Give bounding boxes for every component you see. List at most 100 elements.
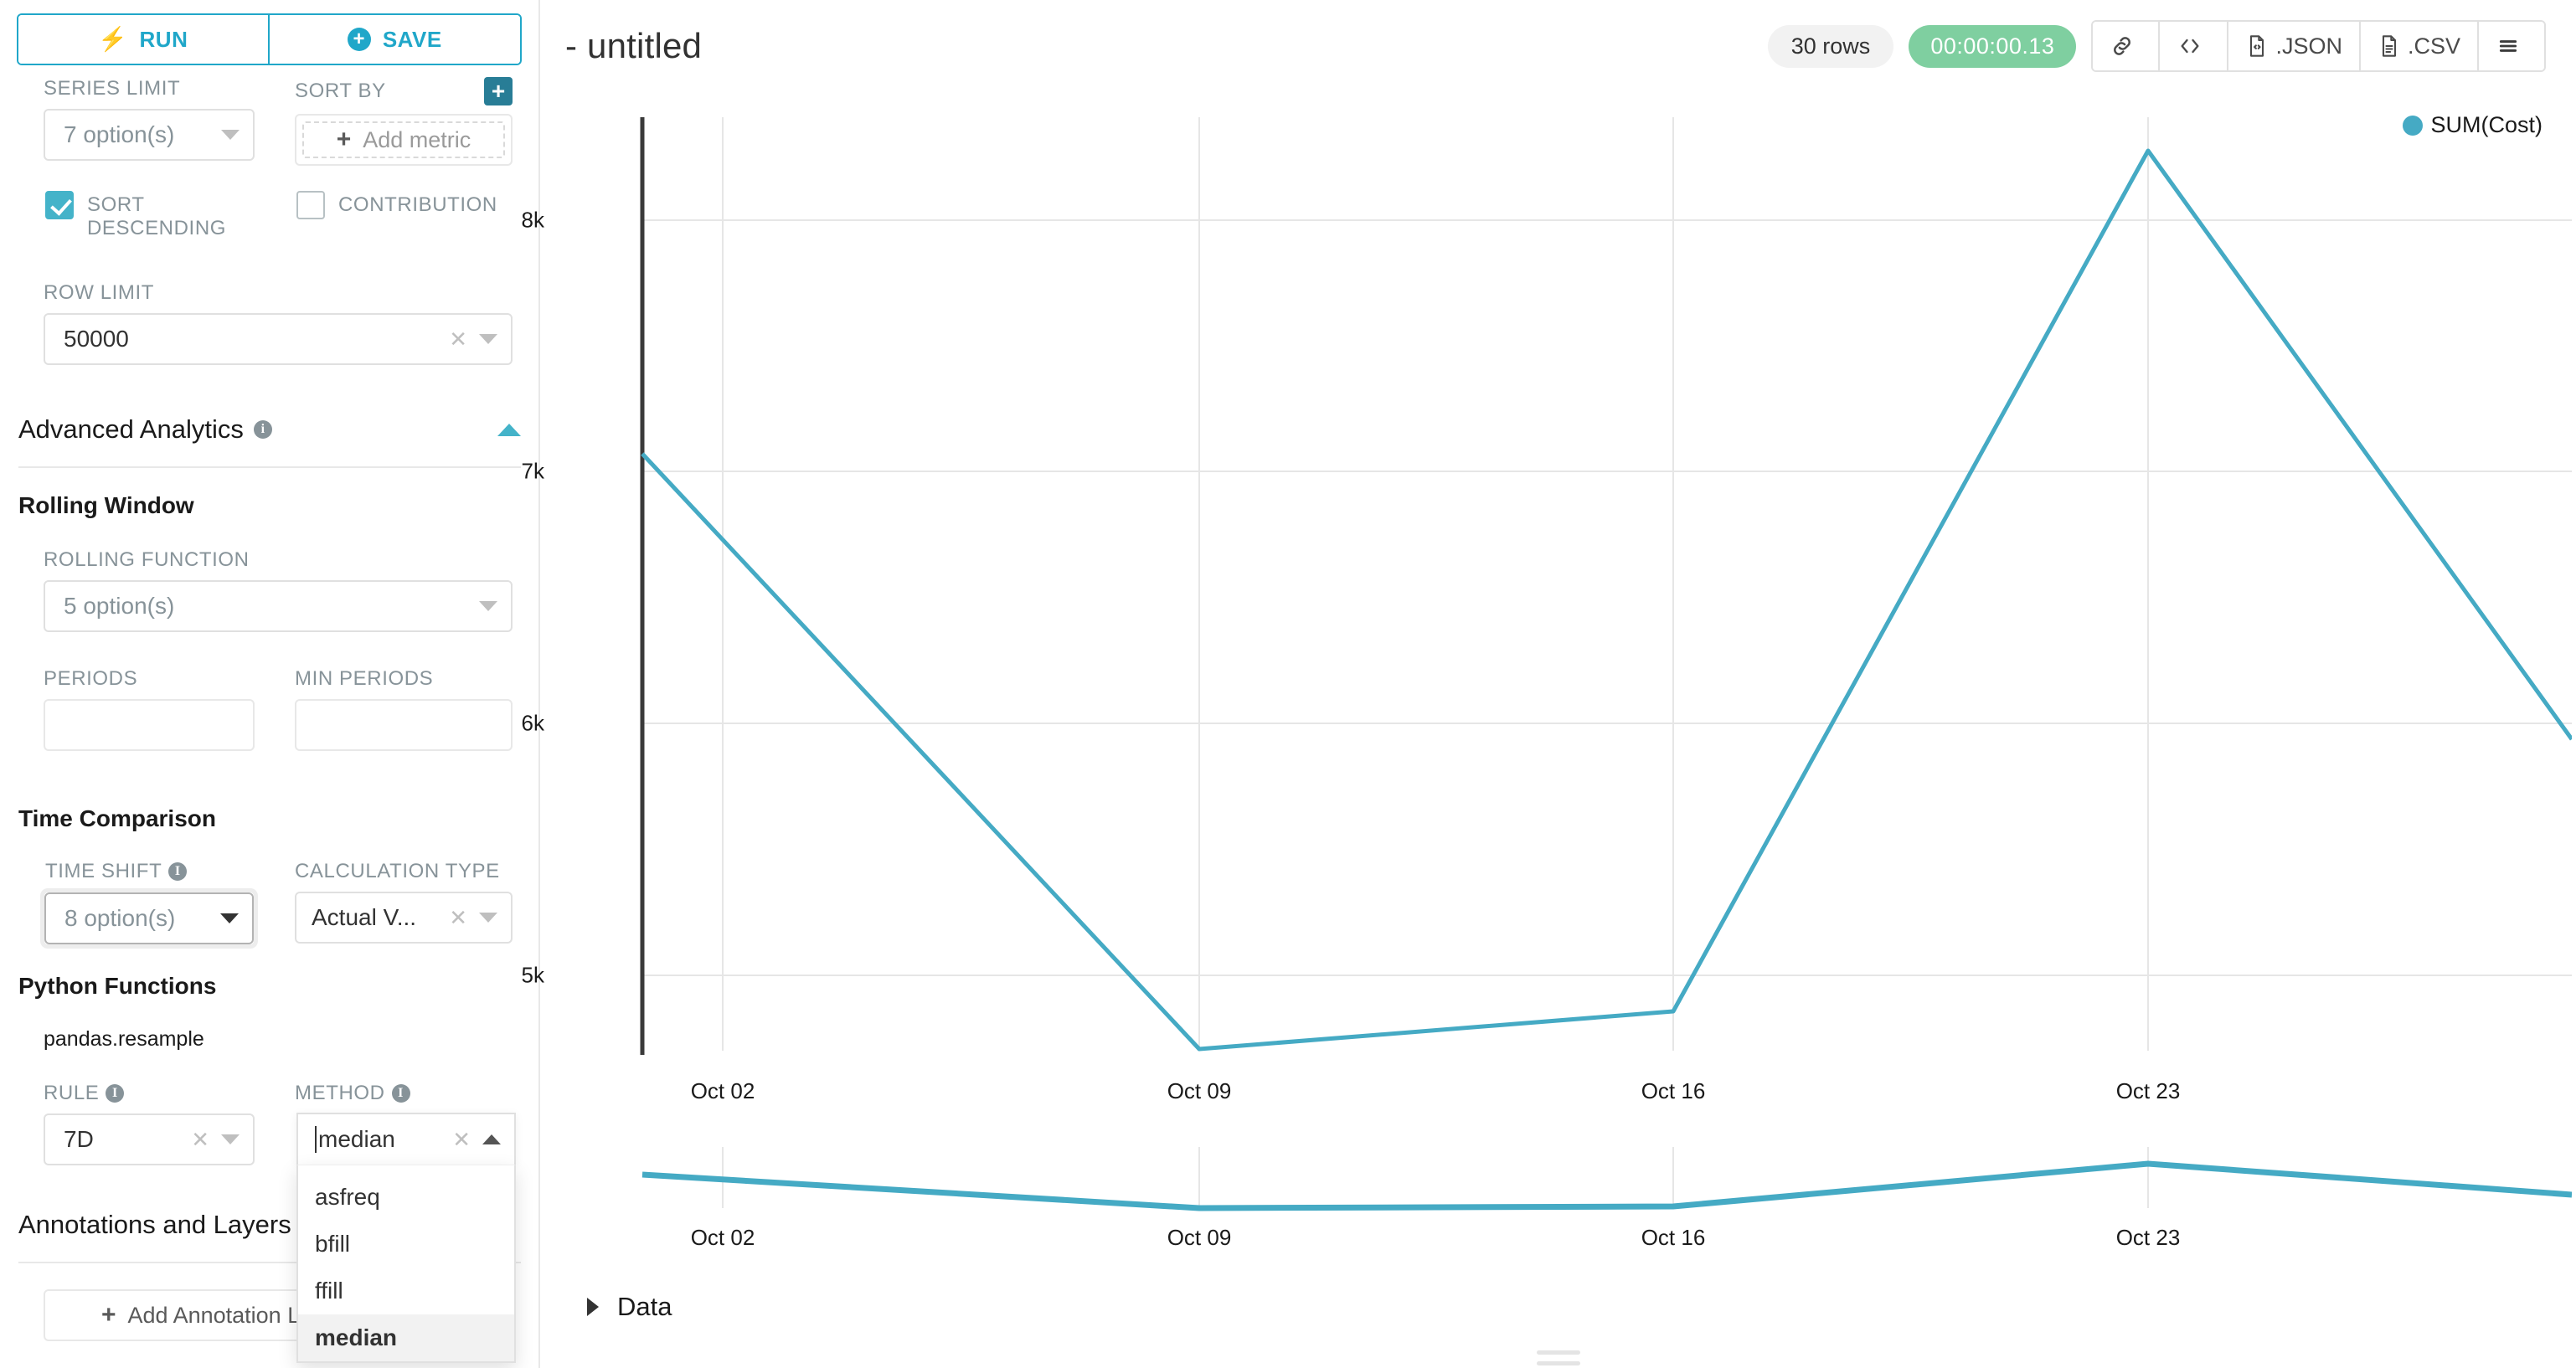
panel-resize-handle[interactable] (1536, 1350, 1580, 1368)
rolling-function-label: ROLLING FUNCTION (44, 548, 250, 571)
sort-descending-checkbox-row[interactable]: SORT DESCENDING (45, 191, 246, 239)
download-csv-button[interactable]: .CSV (2360, 22, 2479, 70)
chart-legend[interactable]: SUM(Cost) (2402, 112, 2543, 138)
series-limit-select[interactable]: 7 option(s) (44, 108, 255, 161)
plus-icon: + (101, 1301, 116, 1329)
rolling-function-select[interactable]: 5 option(s) (44, 579, 513, 632)
contribution-checkbox-row[interactable]: CONTRIBUTION (296, 191, 523, 219)
menu-icon (2499, 40, 2517, 52)
row-limit-actions: ✕ (449, 328, 497, 350)
info-icon[interactable]: i (391, 1083, 410, 1103)
method-option-asfreq[interactable]: asfreq (315, 1184, 380, 1210)
advanced-analytics-section: Advanced Analytics i (18, 414, 521, 468)
clear-icon[interactable]: ✕ (449, 326, 467, 352)
method-option-median[interactable]: median (298, 1314, 514, 1361)
sort-descending-label: SORT DESCENDING (87, 193, 227, 239)
method-actions: ✕ (452, 1129, 501, 1150)
calculation-type-control: CALCULATION TYPE Actual V... ✕ (295, 860, 513, 944)
method-input[interactable]: median ✕ (296, 1113, 516, 1165)
rows-badge: 30 rows (1767, 24, 1894, 68)
overview-gridlines (722, 1147, 2149, 1208)
rule-actions: ✕ (191, 1129, 240, 1150)
link-icon (2114, 37, 2131, 55)
plus-circle-icon: + (347, 28, 371, 51)
info-icon[interactable]: i (106, 1083, 125, 1103)
time-shift-select[interactable]: 8 option(s) (44, 892, 254, 944)
calculation-type-select[interactable]: Actual V... ✕ (295, 891, 513, 944)
sort-by-metric-dropzone[interactable]: + Add metric (295, 114, 513, 166)
chart-canvas: 8k 7k 6k 5k Oct 02 Oct 09 Oct 16 Oct 23 … (522, 92, 2576, 1368)
periods-label: PERIODS (44, 667, 138, 690)
code-button[interactable] (2160, 22, 2229, 70)
min-periods-input[interactable] (295, 698, 513, 751)
overview-x-tick-oct-02: Oct 02 (690, 1225, 755, 1250)
overview-chart-svg[interactable] (540, 1143, 2572, 1243)
rolling-function-caret (479, 600, 497, 611)
annotations-layers-header[interactable]: Annotations and Layers (18, 1210, 521, 1240)
legend-color-swatch (2402, 115, 2423, 136)
legend-label-sum-cost: SUM(Cost) (2430, 112, 2543, 137)
clear-icon[interactable]: ✕ (191, 1126, 209, 1152)
save-button[interactable]: + SAVE (269, 15, 520, 64)
series-limit-caret (221, 129, 240, 140)
series-limit-control: SERIES LIMIT 7 option(s) (44, 77, 255, 161)
contribution-checkbox[interactable] (296, 191, 325, 219)
rule-label-text: RULE (44, 1082, 100, 1104)
chevron-down-icon (220, 913, 239, 923)
periods-input[interactable] (44, 698, 255, 751)
text-cursor (315, 1126, 317, 1153)
control-panel-sidebar: ⚡ RUN + SAVE SERIES LIMIT 7 option(s) SO… (0, 0, 540, 1368)
row-limit-select[interactable]: 50000 ✕ (44, 312, 513, 365)
run-button-label: RUN (139, 26, 188, 52)
y-tick-5k: 5k (521, 962, 544, 988)
add-sort-metric-button[interactable]: + (484, 77, 513, 105)
x-tick-oct-23: Oct 23 (2115, 1078, 2181, 1103)
y-tick-6k: 6k (521, 710, 544, 736)
json-icon (2250, 35, 2264, 57)
rolling-window-title: Rolling Window (18, 492, 194, 518)
chevron-up-icon[interactable] (497, 423, 521, 436)
overview-x-tick-oct-09: Oct 09 (1167, 1225, 1232, 1250)
calculation-type-label: CALCULATION TYPE (295, 860, 500, 882)
run-button[interactable]: ⚡ RUN (18, 15, 270, 64)
chevron-right-icon (587, 1298, 599, 1316)
info-icon[interactable]: i (168, 861, 188, 881)
chevron-up-icon[interactable] (482, 1134, 501, 1144)
row-limit-control: ROW LIMIT 50000 ✕ (44, 281, 513, 365)
sort-descending-checkbox[interactable] (45, 191, 74, 219)
method-option-bfill[interactable]: bfill (315, 1231, 351, 1257)
csv-button-label: .CSV (2407, 33, 2460, 59)
y-tick-8k: 8k (521, 207, 544, 233)
info-icon[interactable]: i (253, 420, 272, 439)
advanced-analytics-header[interactable]: Advanced Analytics i (18, 414, 521, 445)
x-tick-oct-16: Oct 16 (1641, 1078, 1706, 1103)
overview-x-tick-oct-23: Oct 23 (2115, 1225, 2181, 1250)
page-title[interactable]: - untitled (565, 26, 703, 65)
gridlines-horizontal (642, 219, 2572, 976)
code-icon (2181, 39, 2199, 54)
method-label-text: METHOD (295, 1082, 385, 1104)
gridlines-vertical (722, 117, 2149, 1051)
method-combobox: median ✕ asfreq bfill ffill median (296, 1113, 516, 1363)
clear-icon[interactable]: ✕ (449, 904, 467, 930)
rule-label: RULE i (44, 1082, 255, 1105)
rule-select[interactable]: 7D ✕ (44, 1113, 255, 1165)
time-shift-label-text: TIME SHIFT (45, 860, 162, 882)
chart-action-button-group: .JSON .CSV (2091, 20, 2546, 72)
method-value: median (318, 1126, 395, 1152)
method-option-ffill[interactable]: ffill (315, 1278, 343, 1304)
method-label: METHOD i (295, 1082, 410, 1105)
x-tick-oct-09: Oct 09 (1167, 1078, 1232, 1103)
clear-icon[interactable]: ✕ (452, 1127, 471, 1152)
data-panel-toggle[interactable]: Data (587, 1292, 672, 1322)
row-limit-label: ROW LIMIT (44, 281, 155, 304)
series-limit-value: 7 option(s) (64, 121, 175, 147)
download-json-button[interactable]: .JSON (2228, 22, 2361, 70)
more-menu-button[interactable] (2479, 22, 2544, 70)
chart-header: - untitled 30 rows 00:00:00.13 (540, 0, 2576, 92)
chevron-down-icon (479, 600, 497, 611)
rolling-function-control: ROLLING FUNCTION 5 option(s) (44, 548, 513, 632)
series-line-sum-cost (641, 148, 2572, 1052)
rolling-function-value: 5 option(s) (64, 592, 175, 619)
link-button[interactable] (2093, 22, 2161, 70)
